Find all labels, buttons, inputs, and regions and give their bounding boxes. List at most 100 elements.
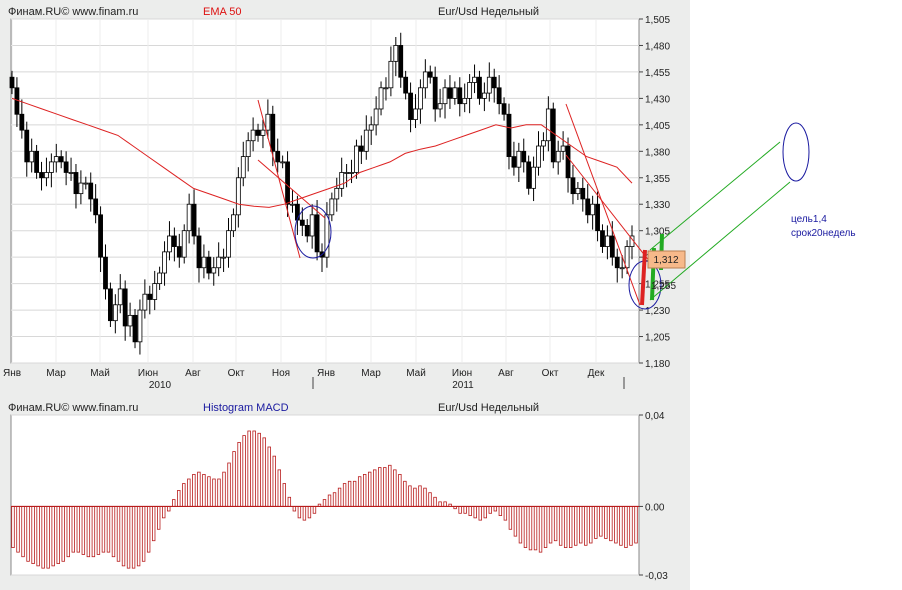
candle-body bbox=[152, 283, 158, 300]
macd-bar bbox=[352, 480, 357, 507]
macd-bar bbox=[337, 487, 342, 507]
macd-bar bbox=[428, 492, 432, 507]
candle-body bbox=[555, 150, 561, 163]
candle-body bbox=[481, 92, 487, 99]
candle-body bbox=[88, 182, 94, 200]
macd-bar bbox=[533, 506, 538, 551]
macd-y-tick-label: 0.00 bbox=[645, 502, 665, 513]
candle-body bbox=[275, 150, 281, 163]
candle-body bbox=[68, 172, 74, 174]
candle-body bbox=[363, 129, 369, 152]
candle-body bbox=[541, 140, 546, 147]
candle-body bbox=[280, 161, 286, 164]
candle-body bbox=[98, 214, 103, 258]
macd-bar bbox=[463, 506, 467, 514]
macd-bar bbox=[518, 506, 523, 544]
macd-bar bbox=[267, 446, 271, 507]
term-label: срок20недель bbox=[791, 228, 856, 239]
candle-body bbox=[609, 235, 615, 258]
macd-bar bbox=[31, 506, 35, 564]
macd-bar bbox=[373, 469, 377, 507]
candle-body bbox=[211, 267, 217, 274]
candle-series bbox=[9, 32, 635, 355]
candle-body bbox=[137, 309, 143, 343]
macd-bar bbox=[71, 506, 75, 553]
macd-bar bbox=[187, 478, 191, 507]
macd-bar bbox=[121, 506, 126, 567]
y-tick-label: 1,255 bbox=[645, 280, 670, 291]
macd-bar bbox=[543, 506, 548, 548]
candle-body bbox=[226, 230, 231, 258]
red-bar-marker bbox=[640, 249, 647, 306]
source-label-bottom: Финам.RU© www.finam.ru bbox=[8, 402, 138, 414]
x-tick-label: Ноя bbox=[272, 368, 290, 379]
macd-bar bbox=[136, 506, 141, 567]
macd-bar bbox=[101, 506, 106, 553]
macd-bar bbox=[468, 506, 472, 516]
macd-bar bbox=[41, 506, 45, 569]
macd-bar bbox=[433, 496, 437, 507]
candle-body bbox=[231, 214, 236, 232]
macd-y-tick-label: -0,03 bbox=[645, 571, 668, 582]
candle-body bbox=[491, 76, 497, 89]
candle-body bbox=[383, 87, 389, 90]
candle-body bbox=[452, 87, 458, 99]
instrument-label-bottom: Eur/Usd Недельный bbox=[438, 402, 539, 414]
x-tick-label: Мар bbox=[361, 368, 381, 379]
macd-bar bbox=[327, 494, 332, 507]
candle-body bbox=[462, 97, 468, 105]
candle-body bbox=[526, 161, 532, 189]
candle-body bbox=[147, 293, 153, 300]
macd-bar bbox=[619, 506, 623, 546]
macd-y-tick-label: 0,04 bbox=[645, 411, 665, 422]
candle-body bbox=[580, 187, 586, 200]
macd-bar bbox=[86, 506, 91, 558]
trend-line-1b bbox=[257, 159, 326, 219]
candle-body bbox=[339, 172, 345, 189]
macd-bar bbox=[76, 506, 81, 553]
macd-bar bbox=[609, 506, 613, 542]
x-tick-label: Дек bbox=[588, 368, 605, 379]
candle-body bbox=[309, 214, 315, 237]
y-tick-label: 1,205 bbox=[645, 333, 670, 344]
macd-bar bbox=[46, 506, 50, 569]
candle-body bbox=[486, 76, 492, 94]
candle-body bbox=[432, 76, 438, 110]
macd-bar bbox=[398, 474, 402, 507]
candle-body bbox=[53, 156, 59, 163]
macd-bar bbox=[51, 506, 55, 567]
macd-bar bbox=[257, 432, 261, 507]
candle-body bbox=[44, 172, 49, 179]
candle-body bbox=[422, 71, 428, 89]
candle-body bbox=[472, 76, 477, 83]
candle-body bbox=[181, 230, 187, 258]
macd-bar bbox=[272, 455, 276, 507]
candle-body bbox=[427, 71, 433, 78]
macd-bar bbox=[217, 478, 221, 507]
macd-bar bbox=[126, 506, 131, 569]
instrument-label-top: Eur/Usd Недельный bbox=[438, 6, 539, 18]
y-tick-label: 1,505 bbox=[645, 15, 670, 26]
macd-bar bbox=[473, 506, 477, 519]
candle-body bbox=[250, 129, 256, 142]
macd-bar bbox=[202, 474, 206, 507]
macd-bar bbox=[614, 506, 618, 544]
macd-bar bbox=[247, 430, 251, 507]
target-label: цель1,4 bbox=[791, 214, 827, 225]
ema-line bbox=[11, 97, 633, 208]
price-y-axis: 1,505 1,480 1,455 1,430 1,405 1,380 1,355 1,330… bbox=[639, 15, 670, 370]
candle-body bbox=[496, 87, 502, 105]
price-panel bbox=[10, 18, 640, 364]
macd-bar bbox=[232, 451, 236, 507]
macd-bar bbox=[528, 506, 533, 551]
macd-bar bbox=[297, 506, 302, 519]
candle-body bbox=[290, 203, 295, 206]
x-tick-label: Авг bbox=[498, 368, 514, 379]
macd-bar bbox=[357, 476, 362, 507]
candle-body bbox=[521, 150, 527, 163]
macd-bar bbox=[16, 506, 20, 553]
candle-body bbox=[285, 161, 290, 205]
macd-bar bbox=[167, 506, 171, 512]
macd-bar bbox=[579, 506, 583, 544]
price-x-axis: Янв Мар Май Июн Авг Окт Ноя Янв Мар Май Июн Авг Окт Д… bbox=[3, 368, 625, 391]
